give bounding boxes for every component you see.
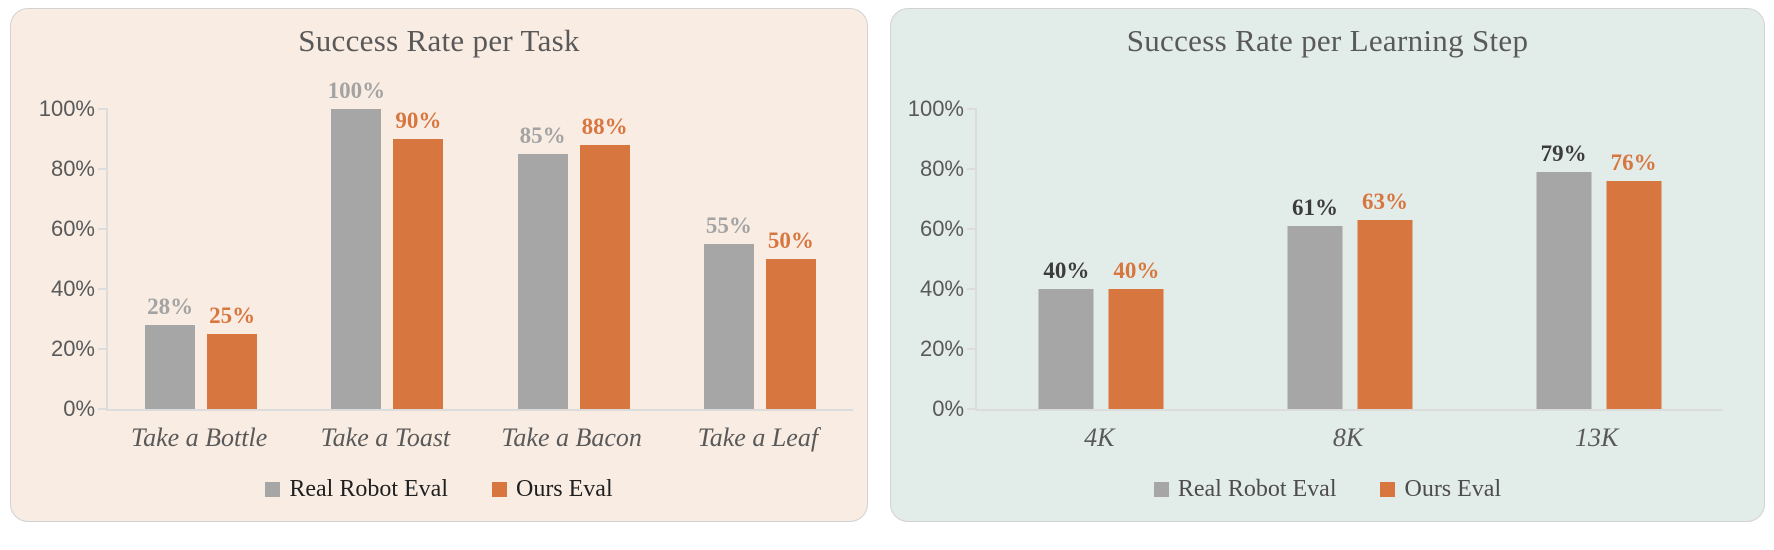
y-tick-mark	[967, 168, 977, 170]
y-tick-mark	[98, 408, 108, 410]
bar-group-take-a-leaf: 55% 50%	[703, 213, 816, 409]
y-tick-mark	[98, 108, 108, 110]
x-category-label: Take a Bottle	[131, 423, 268, 452]
chart-title: Success Rate per Task	[298, 23, 580, 58]
legend-item-ours-eval: Ours Eval	[1380, 475, 1501, 503]
bar-real-robot-eval-take-a-leaf: 55%	[703, 213, 754, 409]
bar-ours-eval-take-a-bacon: 88%	[579, 114, 630, 409]
learning-step-chart-panel: Success Rate per Learning Step 0% 20% 40% 6…	[890, 8, 1765, 522]
y-tick-mark	[98, 168, 108, 170]
bar-real-robot-eval-13k: 79%	[1536, 141, 1592, 409]
bar-group-take-a-toast: 100% 90%	[328, 78, 444, 409]
y-tick-mark	[967, 288, 977, 290]
y-tick-label: 80%	[50, 156, 95, 181]
bar-group-take-a-bacon: 85% 88%	[517, 114, 630, 409]
bar-group-4k: 40% 40%	[1038, 258, 1164, 409]
bar-group-13k: 79% 76%	[1536, 141, 1662, 409]
x-category-label: 13K	[1574, 423, 1619, 452]
bar-group-take-a-bottle: 28% 25%	[145, 294, 258, 409]
bar-value-label: 25%	[209, 303, 256, 328]
legend-swatch	[1380, 481, 1396, 497]
y-tick-mark	[967, 408, 977, 410]
bar-real-robot-eval-take-a-bacon: 85%	[517, 123, 568, 409]
bar-real-robot-eval-8k: 61%	[1287, 195, 1343, 409]
learning-step-chart-legend: Real Robot Eval Ours Eval	[891, 475, 1764, 503]
legend-swatch	[491, 481, 507, 497]
x-category-label: 4K	[1084, 423, 1115, 452]
bar-real-robot-eval-take-a-toast: 100%	[328, 78, 385, 409]
legend-label: Real Robot Eval	[289, 476, 448, 502]
chart-title: Success Rate per Learning Step	[1126, 23, 1529, 58]
legend-label: Ours Eval	[515, 476, 613, 502]
bar-ours-eval-take-a-leaf: 50%	[765, 228, 816, 409]
y-tick-label: 0%	[932, 396, 964, 421]
x-category-label: Take a Leaf	[697, 423, 819, 452]
bar-value-label: 55%	[705, 213, 752, 238]
y-tick-mark	[967, 228, 977, 230]
legend-item-ours-eval: Ours Eval	[491, 475, 613, 503]
bar-value-label: 79%	[1540, 141, 1587, 166]
legend-item-real-robot-eval: Real Robot Eval	[1153, 475, 1337, 503]
y-tick-label: 0%	[63, 396, 95, 421]
legend-swatch	[1153, 481, 1169, 497]
task-chart-legend: Real Robot Eval Ours Eval	[11, 475, 867, 503]
bar-value-label: 28%	[147, 294, 194, 319]
y-tick-label: 20%	[919, 336, 964, 361]
x-category-label: Take a Toast	[320, 423, 451, 452]
legend-label: Real Robot Eval	[1177, 476, 1337, 502]
task-chart-plot-area: 0% 20% 40% 60% 80% 100% 28% 25% 100% 90% 85% 88% 55%…	[39, 78, 853, 421]
legend-swatch	[265, 481, 281, 497]
bar-ours-eval-8k: 63%	[1357, 189, 1413, 409]
y-tick-mark	[98, 288, 108, 290]
bar-group-8k: 61% 63%	[1287, 189, 1413, 409]
bar-real-robot-eval-4k: 40%	[1038, 258, 1094, 409]
legend-label: Ours Eval	[1404, 476, 1502, 502]
bar-value-label: 76%	[1610, 150, 1657, 175]
bar-ours-eval-take-a-bottle: 25%	[207, 303, 258, 409]
legend-item-real-robot-eval: Real Robot Eval	[265, 475, 448, 503]
bar-value-label: 63%	[1362, 189, 1408, 214]
y-tick-mark	[967, 108, 977, 110]
bar-value-label: 85%	[519, 123, 566, 148]
figure-canvas: Success Rate per Task 0% 20% 40% 60% 80% 100%…	[10, 8, 1765, 522]
task-chart-panel: Success Rate per Task 0% 20% 40% 60% 80% 100%…	[10, 8, 868, 522]
bar-value-label: 40%	[1043, 258, 1090, 283]
y-tick-label: 100%	[38, 96, 95, 121]
y-tick-mark	[98, 348, 108, 350]
learning-step-chart-x-axis: 4K 8K 13K	[975, 411, 1721, 457]
bar-value-label: 50%	[767, 228, 814, 253]
x-category-label: 8K	[1332, 423, 1364, 452]
y-tick-label: 40%	[50, 276, 95, 301]
y-tick-label: 60%	[919, 216, 964, 241]
y-tick-label: 100%	[907, 96, 964, 121]
learning-step-chart-plot-area: 0% 20% 40% 60% 80% 100% 40% 40% 61% 63% 79% 76%	[908, 96, 1723, 421]
bar-ours-eval-take-a-toast: 90%	[393, 108, 444, 409]
task-chart-x-axis: Take a Bottle Take a Toast Take a Bacon Tak…	[106, 411, 851, 457]
y-tick-label: 20%	[50, 336, 95, 361]
bar-ours-eval-4k: 40%	[1108, 258, 1164, 409]
bar-real-robot-eval-take-a-bottle: 28%	[145, 294, 196, 409]
bar-value-label: 61%	[1292, 195, 1338, 220]
bar-value-label: 100%	[327, 78, 386, 103]
y-tick-mark	[967, 348, 977, 350]
bar-value-label: 40%	[1113, 258, 1160, 283]
y-tick-label: 60%	[50, 216, 95, 241]
y-tick-label: 80%	[919, 156, 964, 181]
bar-value-label: 88%	[581, 114, 628, 139]
y-tick-label: 40%	[919, 276, 964, 301]
x-category-label: Take a Bacon	[501, 423, 642, 452]
bar-ours-eval-13k: 76%	[1606, 150, 1662, 409]
y-tick-mark	[98, 228, 108, 230]
bar-value-label: 90%	[395, 108, 442, 133]
